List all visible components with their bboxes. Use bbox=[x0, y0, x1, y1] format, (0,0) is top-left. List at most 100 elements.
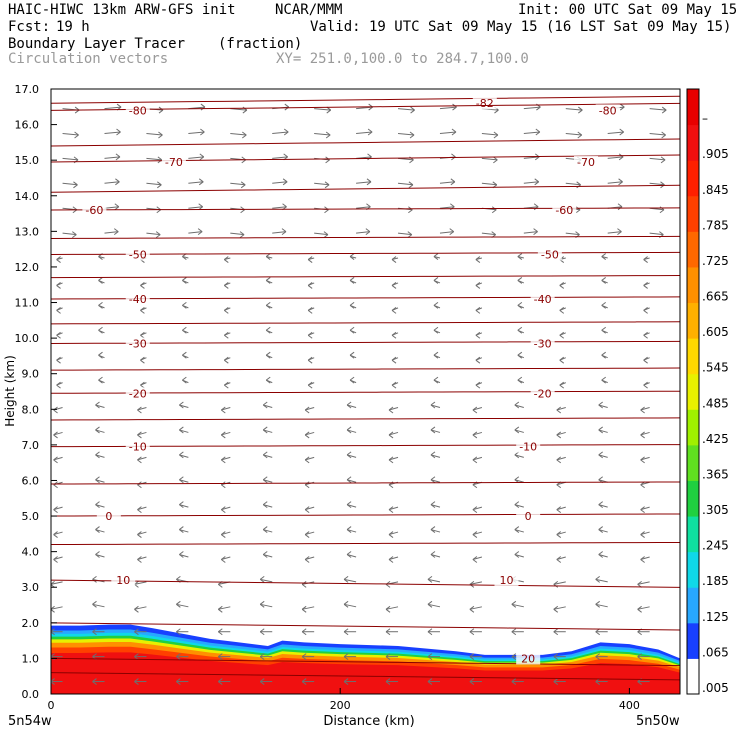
wind-vector-head bbox=[179, 529, 184, 533]
wind-vector-head bbox=[92, 631, 97, 636]
wind-vector-head bbox=[427, 681, 433, 685]
wind-vector bbox=[553, 606, 566, 610]
wind-vector-head bbox=[179, 476, 184, 481]
wind-vector-head bbox=[95, 501, 100, 506]
wind-vector bbox=[305, 456, 315, 461]
wind-vector-head bbox=[385, 656, 391, 661]
wind-vector-head bbox=[262, 454, 268, 459]
wind-vector bbox=[146, 182, 162, 186]
wind-vector bbox=[472, 556, 483, 560]
wind-vector bbox=[137, 556, 147, 560]
wind-vector bbox=[556, 456, 566, 461]
wind-vector-head bbox=[598, 504, 604, 509]
wind-vector-head bbox=[388, 506, 394, 511]
wind-vector-head bbox=[349, 301, 355, 306]
wind-vector-head bbox=[326, 109, 332, 114]
wind-vector-head bbox=[598, 426, 604, 431]
wind-vector-head bbox=[115, 153, 121, 158]
wind-vector-head bbox=[388, 556, 394, 560]
wind-vector-head bbox=[200, 103, 206, 108]
wind-vector-head bbox=[556, 431, 562, 436]
wind-vector-head bbox=[53, 484, 58, 489]
wind-vector bbox=[481, 157, 498, 161]
wind-vector-head bbox=[475, 309, 481, 314]
wind-vector-head bbox=[640, 434, 645, 439]
wind-vector-head bbox=[559, 282, 565, 286]
wind-vector-head bbox=[598, 451, 604, 456]
wind-vector-head bbox=[115, 181, 120, 186]
isotherm-label: -60 bbox=[555, 204, 573, 217]
wind-vector-head bbox=[262, 401, 268, 406]
wind-vector bbox=[388, 506, 399, 511]
wind-vector-head bbox=[492, 181, 498, 186]
wind-vector-head bbox=[559, 384, 565, 389]
wind-vector bbox=[305, 506, 315, 511]
wind-vector bbox=[221, 431, 231, 436]
wind-vector-head bbox=[218, 681, 223, 685]
wind-vector bbox=[346, 504, 357, 508]
wind-vector-head bbox=[619, 128, 625, 133]
wind-vector bbox=[637, 581, 650, 585]
isotherm-label: 0 bbox=[105, 510, 112, 523]
wind-vector-head bbox=[239, 231, 245, 236]
wind-vector-head bbox=[407, 231, 413, 236]
wind-vector bbox=[640, 456, 650, 461]
wind-vector bbox=[134, 581, 147, 585]
wind-vector-head bbox=[199, 156, 205, 161]
wind-vector-head bbox=[179, 429, 184, 434]
isotherm-label-bg bbox=[125, 440, 150, 453]
y-tick-label: 3.0 bbox=[22, 581, 40, 594]
x-tick-label: 200 bbox=[330, 699, 351, 712]
colorbar-swatch bbox=[687, 658, 699, 695]
wind-vector bbox=[388, 556, 399, 560]
wind-vector-head bbox=[553, 580, 559, 585]
wind-vector-head bbox=[95, 401, 100, 406]
wind-vector-head bbox=[259, 628, 265, 633]
wind-vector bbox=[179, 479, 189, 483]
wind-vector bbox=[346, 529, 357, 533]
colorbar-label: .605 bbox=[702, 325, 729, 339]
wind-vector bbox=[595, 578, 608, 583]
wind-vector-head bbox=[98, 280, 103, 284]
wind-vector-head bbox=[113, 228, 119, 233]
wind-vector bbox=[523, 131, 540, 134]
wind-vector-head bbox=[259, 578, 265, 583]
wind-vector-head bbox=[182, 280, 187, 284]
wind-vector bbox=[640, 431, 650, 436]
wind-vector-head bbox=[559, 306, 565, 311]
wind-vector-head bbox=[601, 256, 607, 260]
isotherm-label: -20 bbox=[129, 387, 147, 400]
wind-vector bbox=[523, 156, 540, 159]
wind-vector bbox=[260, 603, 273, 608]
field-units: (fraction) bbox=[218, 36, 303, 52]
wind-vector-head bbox=[179, 479, 184, 484]
wind-vector-head bbox=[140, 306, 145, 311]
wind-vector-head bbox=[197, 228, 203, 233]
wind-vector bbox=[430, 429, 441, 433]
wind-vector bbox=[649, 157, 666, 161]
wind-vector bbox=[314, 182, 330, 186]
wind-vector bbox=[305, 407, 315, 411]
wind-vector-head bbox=[637, 681, 642, 685]
wind-vector-head bbox=[349, 379, 355, 384]
wind-vector-head bbox=[265, 277, 271, 281]
wind-vector bbox=[137, 456, 147, 461]
isotherm-label-bg bbox=[516, 440, 541, 453]
wind-vector-head bbox=[179, 451, 184, 456]
wind-vector-head bbox=[475, 384, 481, 389]
wind-vector bbox=[188, 231, 203, 234]
wind-vector-head bbox=[619, 106, 625, 111]
colorbar-label: .665 bbox=[702, 290, 729, 304]
wind-vector-head bbox=[265, 301, 271, 306]
wind-vector-head bbox=[182, 256, 187, 260]
wind-vector-head bbox=[637, 653, 642, 658]
wind-vector-head bbox=[618, 178, 623, 183]
wind-vector-head bbox=[449, 228, 455, 233]
wind-vector-head bbox=[346, 401, 352, 406]
isotherm bbox=[51, 138, 680, 147]
wind-vector-head bbox=[113, 231, 119, 236]
wind-vector-head bbox=[388, 459, 394, 464]
wind-vector-head bbox=[472, 534, 478, 538]
wind-vector-head bbox=[283, 131, 289, 136]
wind-vector-head bbox=[637, 631, 642, 636]
